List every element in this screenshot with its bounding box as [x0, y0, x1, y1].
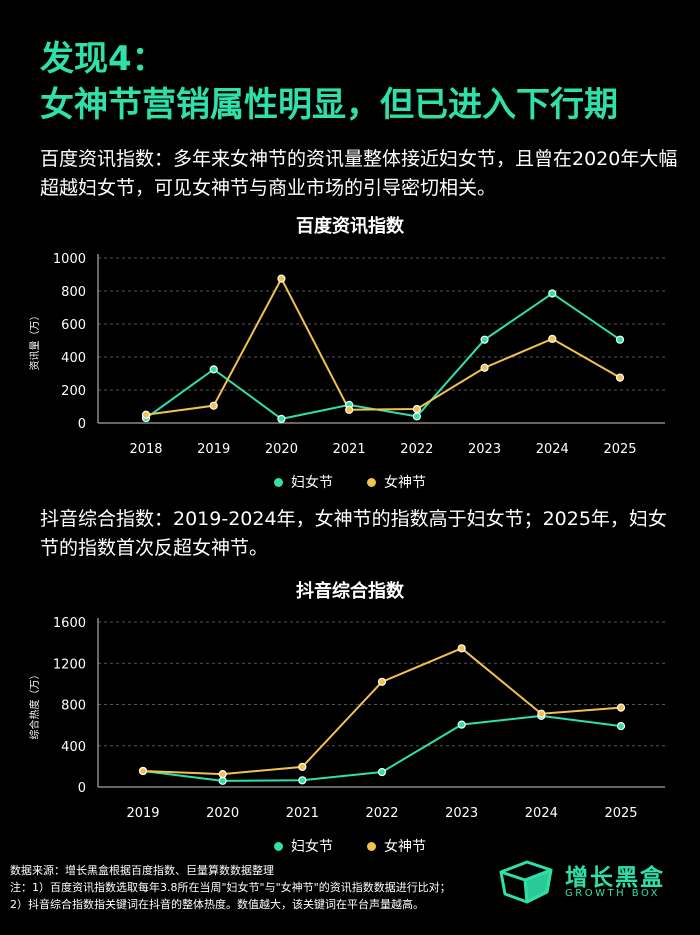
douyin-legend: 妇女节 女神节	[0, 836, 700, 856]
x-tick-label: 2024	[525, 806, 558, 821]
data-point-fnj	[548, 289, 557, 298]
data-point-nsj	[457, 644, 466, 653]
series-line-nsj	[142, 647, 622, 776]
data-point-nsj	[480, 363, 489, 372]
y-tick-label: 600	[61, 318, 86, 333]
data-point-fnj	[615, 335, 625, 344]
data-point-fnj	[412, 412, 421, 421]
data-point-fnj	[480, 335, 489, 344]
series-line-fnj	[145, 292, 621, 420]
headline: 发现4： 女神节营销属性明显，但已进入下行期	[40, 36, 618, 128]
data-point-fnj	[377, 767, 387, 777]
x-tick-label: 2022	[365, 806, 398, 821]
data-point-nsj	[548, 334, 557, 343]
brand-logo: 增长黑盒 GROWTH BOX	[497, 858, 687, 908]
data-point-nsj	[537, 709, 546, 718]
data-point-nsj	[616, 703, 626, 712]
headline-line-1: 发现4：	[40, 39, 166, 79]
series-line-nsj	[145, 276, 621, 416]
y-tick-label: 0	[78, 417, 86, 432]
y-tick-label: 200	[61, 384, 86, 399]
x-tick-label: 2019	[197, 442, 230, 457]
y-tick-label: 400	[61, 351, 86, 366]
legend-label-fnj: 妇女节	[291, 475, 333, 491]
y-tick-label: 0	[78, 781, 86, 796]
data-point-nsj	[377, 677, 387, 686]
legend-item-nsj: 女神节	[367, 472, 426, 492]
y-tick-label: 1000	[53, 252, 86, 267]
x-tick-label: 2022	[400, 442, 433, 457]
x-tick-label: 2020	[265, 442, 298, 457]
footer-note-2: 2）抖音综合指数指关键词在抖音的整体热度。数值越大，该关键词在平台声量越高。	[10, 898, 424, 911]
baidu-description: 百度资讯指数：多年来女神节的资讯量整体接近妇女节，且曾在2020年大幅超越妇女节…	[40, 148, 678, 199]
data-point-nsj	[141, 410, 151, 419]
footer-notes: 数据来源：增长黑盒根据百度指数、巨量算数数据整理 注：1）百度资讯指数选取每年3…	[10, 862, 451, 913]
y-tick-label: 400	[61, 740, 86, 755]
data-point-nsj	[615, 373, 625, 382]
baidu-line-chart: 0 200 400 600 800 1000 2018 2019 2020 2021 2022 202…	[29, 252, 665, 457]
douyin-chart-title: 抖音综合指数	[296, 581, 404, 602]
data-point-nsj	[209, 401, 218, 410]
headline-line-2: 女神节营销属性明显，但已进入下行期	[40, 85, 618, 125]
data-point-fnj	[616, 722, 626, 731]
legend-label-nsj: 女神节	[384, 475, 426, 491]
legend-item-nsj: 女神节	[367, 836, 426, 856]
y-axis-label: 综合热度（万）	[28, 670, 41, 740]
legend-dot-fnj	[274, 477, 283, 487]
footer-note-1: 注：1）百度资讯指数选取每年3.8所在当周"妇女节"与"女神节"的资讯指数数据进…	[10, 881, 451, 894]
y-tick-label: 800	[61, 285, 86, 300]
legend-label-fnj: 妇女节	[291, 839, 333, 855]
x-tick-label: 2023	[468, 442, 501, 457]
data-point-nsj	[277, 274, 286, 283]
data-point-fnj	[218, 776, 227, 785]
footer-source: 数据来源：增长黑盒根据百度指数、巨量算数数据整理	[10, 864, 274, 877]
x-tick-label: 2021	[286, 806, 319, 821]
baidu-chart-title: 百度资讯指数	[296, 216, 404, 237]
legend-label-nsj: 女神节	[384, 839, 426, 855]
data-point-nsj	[138, 766, 148, 776]
x-tick-label: 2018	[129, 442, 162, 457]
legend-item-fnj: 妇女节	[274, 836, 333, 856]
legend-dot-nsj	[367, 841, 376, 851]
data-point-nsj	[298, 762, 307, 771]
x-tick-label: 2019	[126, 806, 159, 821]
x-tick-label: 2021	[333, 442, 366, 457]
data-point-nsj	[345, 405, 354, 414]
data-point-fnj	[457, 720, 466, 729]
data-point-nsj	[412, 404, 421, 414]
brand-subtitle: GROWTH BOX	[565, 888, 661, 899]
douyin-line-chart: 0 400 800 1200 1600 2019 2020 2021 2022 2023 2024 2…	[28, 616, 665, 821]
x-tick-label: 2024	[536, 442, 569, 457]
y-axis-label: 资讯量（万）	[29, 311, 41, 371]
y-tick-label: 800	[61, 699, 86, 714]
x-tick-label: 2020	[206, 806, 239, 821]
data-point-fnj	[277, 414, 286, 423]
data-point-fnj	[298, 776, 307, 785]
y-tick-label: 1600	[53, 616, 86, 631]
legend-dot-fnj	[274, 841, 283, 851]
baidu-legend: 妇女节 女神节	[0, 472, 700, 492]
box-logo-icon	[499, 860, 553, 904]
legend-dot-nsj	[367, 477, 376, 487]
x-tick-label: 2023	[445, 806, 478, 821]
x-tick-label: 2025	[604, 806, 637, 821]
legend-item-fnj: 妇女节	[274, 472, 333, 492]
brand-name: 增长黑盒	[565, 865, 665, 891]
data-point-nsj	[218, 770, 227, 779]
x-tick-label: 2025	[603, 442, 636, 457]
y-tick-label: 1200	[53, 657, 86, 672]
douyin-description: 抖音综合指数：2019-2024年，女神节的指数高于妇女节；2025年，妇女节的…	[40, 508, 667, 559]
data-point-fnj	[209, 365, 218, 374]
